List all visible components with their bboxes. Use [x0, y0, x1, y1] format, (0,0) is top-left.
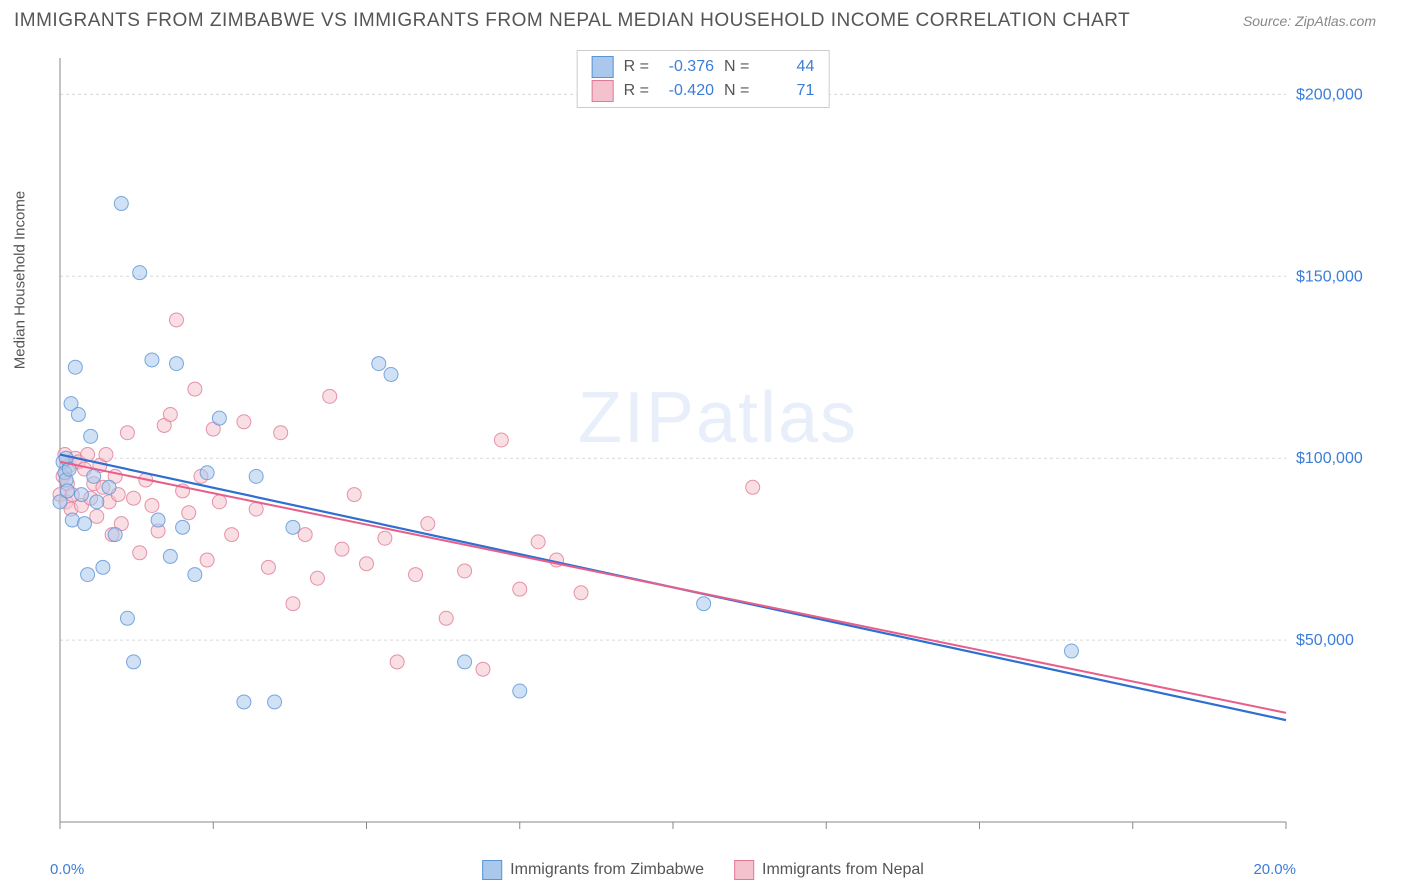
r-label: R = — [624, 82, 649, 100]
legend-item-zimbabwe: Immigrants from Zimbabwe — [482, 860, 704, 880]
n-label: N = — [724, 58, 749, 76]
svg-text:$100,000: $100,000 — [1296, 450, 1363, 467]
legend-swatch-zimbabwe — [482, 860, 502, 880]
legend-item-nepal: Immigrants from Nepal — [734, 860, 924, 880]
x-tick-max: 20.0% — [1253, 861, 1296, 878]
svg-text:$50,000: $50,000 — [1296, 632, 1354, 649]
legend-swatch-nepal — [734, 860, 754, 880]
stats-row-1: R = -0.376 N = 44 — [592, 55, 815, 79]
stats-row-2: R = -0.420 N = 71 — [592, 79, 815, 103]
svg-text:$150,000: $150,000 — [1296, 268, 1363, 285]
n-value-2: 71 — [759, 82, 814, 100]
source-attribution: Source: ZipAtlas.com — [1243, 13, 1376, 29]
y-axis-label: Median Household Income — [12, 191, 29, 369]
r-label: R = — [624, 58, 649, 76]
r-value-1: -0.376 — [659, 58, 714, 76]
legend-label-zimbabwe: Immigrants from Zimbabwe — [510, 861, 704, 879]
n-value-1: 44 — [759, 58, 814, 76]
chart-title: IMMIGRANTS FROM ZIMBABWE VS IMMIGRANTS F… — [14, 10, 1130, 32]
x-tick-min: 0.0% — [50, 861, 84, 878]
chart-container: $50,000$100,000$150,000$200,000 Median H… — [50, 48, 1386, 852]
r-value-2: -0.420 — [659, 82, 714, 100]
scatter-plot: $50,000 $100,000 $150,000 $200,000 — [50, 48, 1386, 852]
n-label: N = — [724, 82, 749, 100]
chart-header: IMMIGRANTS FROM ZIMBABWE VS IMMIGRANTS F… — [0, 0, 1406, 40]
legend-label-nepal: Immigrants from Nepal — [762, 861, 924, 879]
stats-swatch-nepal — [592, 80, 614, 102]
correlation-stats-box: R = -0.376 N = 44 R = -0.420 N = 71 — [577, 50, 830, 108]
stats-swatch-zimbabwe — [592, 56, 614, 78]
legend: Immigrants from Zimbabwe Immigrants from… — [482, 860, 924, 880]
svg-text:$200,000: $200,000 — [1296, 86, 1363, 103]
